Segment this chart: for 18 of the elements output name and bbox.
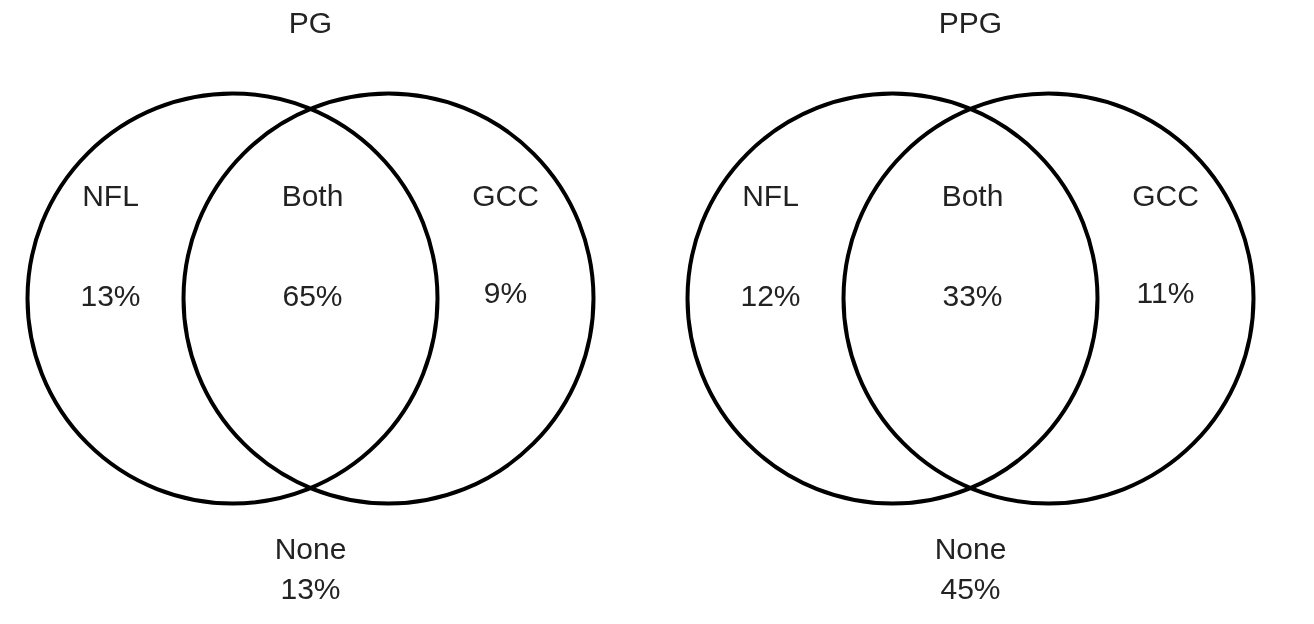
category-label: GCC: [472, 179, 539, 212]
text: PG: [288, 6, 333, 39]
category-label: None: [934, 532, 1007, 565]
text: PPG: [938, 6, 1003, 39]
category-label: GCC: [1132, 179, 1199, 212]
data-label: 12%: [740, 279, 801, 312]
category-label: None: [274, 532, 347, 565]
category-label: NFL: [742, 179, 799, 212]
data-label: 45%: [940, 572, 1001, 605]
data-label: 13%: [280, 572, 341, 605]
data-label: 65%: [282, 279, 343, 312]
category-label: Both: [941, 179, 1004, 212]
data-label: 13%: [80, 279, 141, 312]
category-label: NFL: [82, 179, 139, 212]
data-label: 33%: [942, 279, 1003, 312]
data-label: 11%: [1136, 276, 1195, 309]
data-label: 9%: [483, 276, 528, 309]
category-label: Both: [281, 179, 344, 212]
